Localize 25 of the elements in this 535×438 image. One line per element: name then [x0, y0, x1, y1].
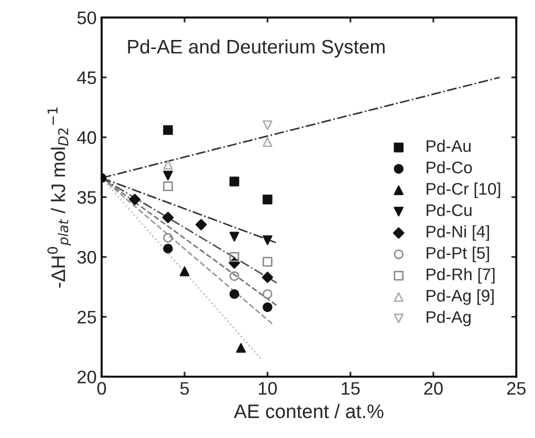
legend-label: Pd-Ag	[426, 310, 471, 326]
x-tick-label: 0	[97, 382, 106, 395]
y-tick-label: 30	[77, 250, 96, 264]
text: Pd-AE and Deuterium System	[128, 39, 385, 58]
y-tick-label: 35	[77, 191, 96, 204]
legend-label: Pd-Cu	[426, 204, 472, 216]
legend-label: Pd-Ag [9]	[426, 289, 494, 305]
x-tick-label: 5	[180, 382, 189, 395]
y-axis-title: -ΔH$^{0}$$_{plat}$ / kJ mol$_{D2}$$^{−1}$	[47, 108, 71, 288]
x-axis-title: AE content / at.%	[234, 404, 384, 418]
legend-label: Pd-Au	[426, 140, 471, 152]
legend-label: Pd-Ni [4]	[426, 225, 489, 241]
y-tick-label: 45	[77, 72, 96, 84]
y-tick-label: 50	[77, 11, 96, 24]
y-tick-label: 25	[78, 310, 96, 324]
legend-label: Pd-Co	[426, 161, 472, 174]
x-tick-label: 20	[424, 382, 443, 395]
x-tick-label: 25	[507, 382, 526, 395]
y-tick-label: 20	[78, 370, 96, 384]
legend-label: Pd-Rh [7]	[426, 268, 495, 284]
legend-label: Pd-Cr [10]	[426, 182, 500, 198]
x-tick-label: 10	[258, 382, 277, 395]
legend-label: Pd-Pt [5]	[426, 246, 489, 262]
x-tick-label: 15	[342, 382, 360, 395]
y-tick-label: 40	[77, 131, 96, 144]
